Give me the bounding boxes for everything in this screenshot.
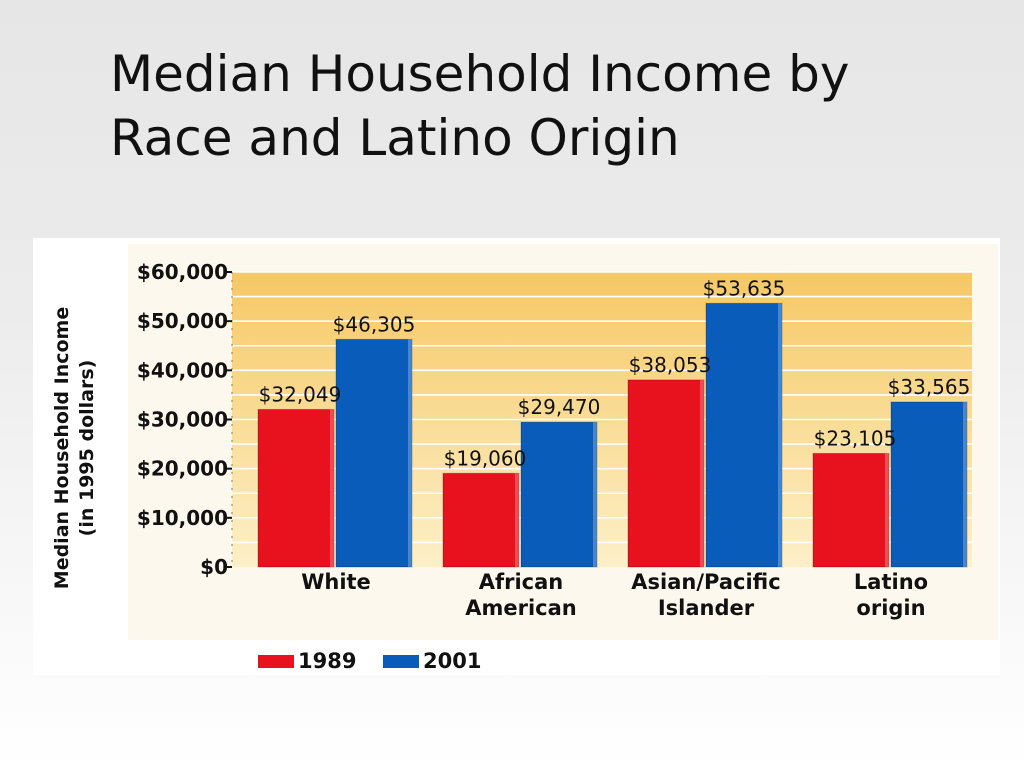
y-axis-title-line-1: Median Household Income (51, 307, 73, 589)
bar-highlight (330, 409, 334, 567)
bar-highlight (778, 303, 782, 567)
bar-highlight (593, 422, 597, 567)
bar-2001 (335, 338, 413, 568)
category-label: African (479, 570, 564, 594)
bar-1989 (627, 379, 705, 568)
bar-1989 (812, 452, 890, 568)
data-label: $46,305 (333, 312, 416, 336)
bar-1989 (257, 408, 335, 568)
y-tick-label: $0 (200, 555, 228, 579)
legend-swatch-2001 (383, 655, 419, 668)
bar-highlight (963, 401, 967, 567)
bar-highlight (885, 453, 889, 567)
data-label: $38,053 (629, 353, 712, 377)
category-label: American (465, 596, 577, 620)
legend-label: 1989 (298, 649, 356, 673)
slide-title-line-1: Median Household Income by (110, 45, 850, 103)
bar-2001 (890, 401, 968, 568)
bar-1989 (442, 472, 520, 568)
data-label: $53,635 (703, 276, 786, 300)
slide-title-line-2: Race and Latino Origin (110, 109, 680, 167)
y-tick-label: $20,000 (137, 457, 228, 481)
bar-highlight (515, 473, 519, 567)
y-tick-label: $30,000 (137, 408, 228, 432)
bar-2001 (705, 302, 783, 568)
y-tick-label: $50,000 (137, 309, 228, 333)
legend-label: 2001 (423, 649, 481, 673)
data-label: $33,565 (888, 375, 971, 399)
y-tick-label: $60,000 (137, 260, 228, 284)
bar-2001 (520, 421, 598, 568)
bar-highlight (408, 339, 412, 567)
y-tick-label: $40,000 (137, 358, 228, 382)
category-label: Asian/Pacific (631, 570, 780, 594)
category-label: origin (856, 596, 925, 620)
data-label: $32,049 (259, 382, 342, 406)
data-label: $29,470 (518, 395, 601, 419)
y-tick-label: $10,000 (137, 506, 228, 530)
category-label: White (301, 570, 371, 594)
slide-title: Median Household Income by Race and Lati… (110, 42, 990, 170)
data-label: $23,105 (814, 426, 897, 450)
data-label: $19,060 (444, 446, 527, 470)
y-axis-title-line-2: (in 1995 dollars) (76, 360, 98, 537)
category-label: Islander (658, 596, 755, 620)
legend-swatch-1989 (258, 655, 294, 668)
category-label: Latino (854, 570, 928, 594)
bar-highlight (700, 379, 704, 567)
